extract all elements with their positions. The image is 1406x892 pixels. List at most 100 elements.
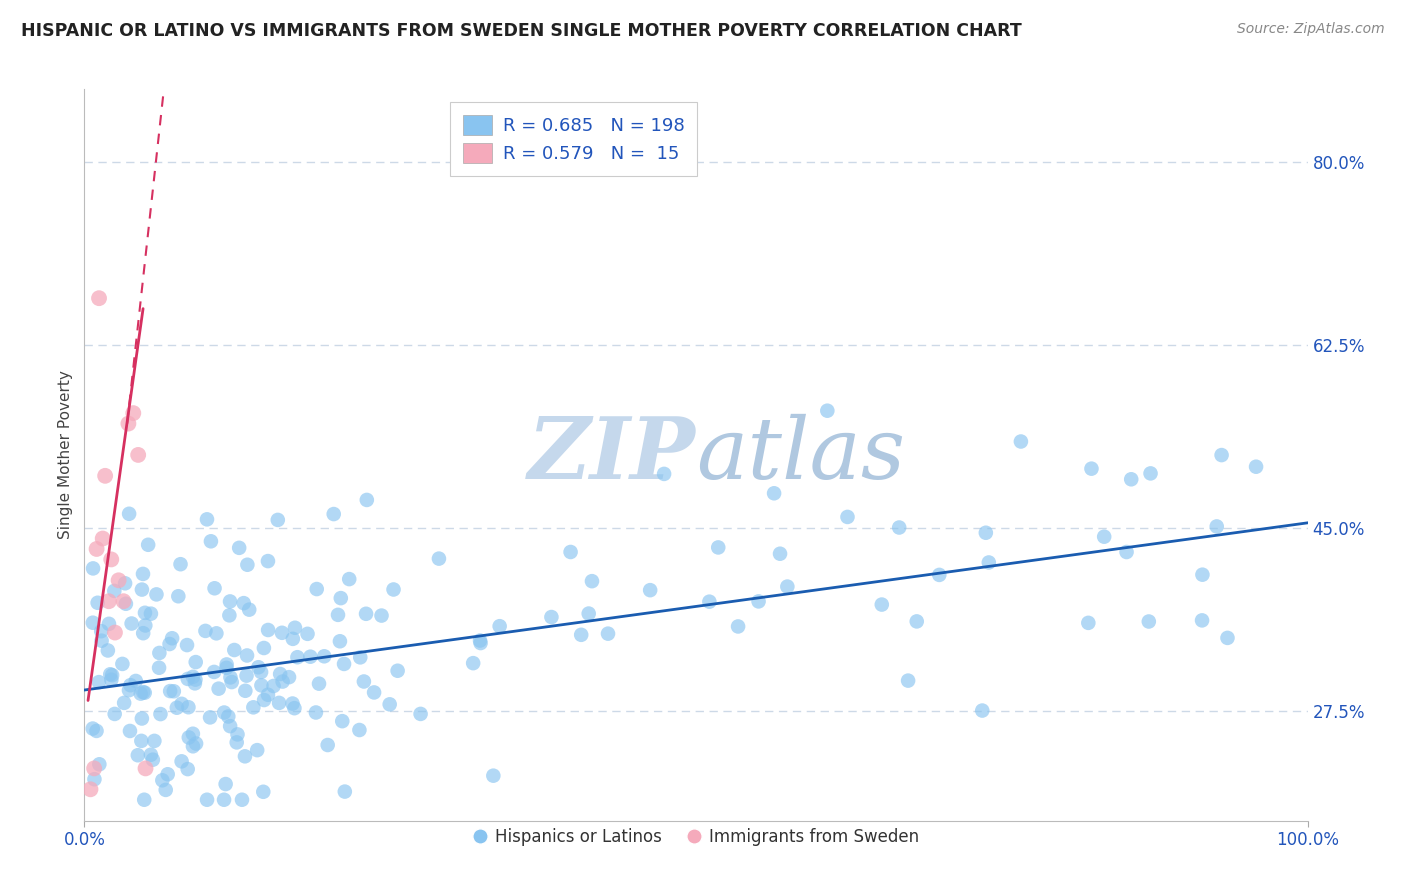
Legend: Hispanics or Latinos, Immigrants from Sweden: Hispanics or Latinos, Immigrants from Sw… [467, 822, 925, 853]
Point [482, 769, 505, 783]
Point [163, 684, 186, 698]
Point [112, 696, 135, 710]
Point [156, 767, 179, 781]
Point [176, 762, 198, 776]
Point [837, 510, 859, 524]
Point [148, 661, 170, 675]
Point [115, 597, 138, 611]
Point [488, 619, 510, 633]
Point [581, 574, 603, 589]
Point [1092, 530, 1115, 544]
Point [1080, 461, 1102, 475]
Point [699, 595, 721, 609]
Point [540, 610, 562, 624]
Point [89, 757, 111, 772]
Point [97, 616, 120, 631]
Point [90, 624, 112, 639]
Point [231, 793, 253, 807]
Point [1191, 567, 1213, 582]
Point [101, 668, 124, 682]
Point [284, 621, 307, 635]
Point [143, 734, 166, 748]
Point [104, 706, 127, 721]
Point [148, 646, 170, 660]
Point [100, 552, 122, 566]
Point [257, 554, 280, 568]
Point [219, 670, 242, 684]
Point [349, 650, 371, 665]
Point [333, 784, 356, 798]
Point [305, 582, 328, 596]
Point [212, 793, 235, 807]
Point [217, 709, 239, 723]
Point [149, 707, 172, 722]
Point [596, 626, 619, 640]
Point [297, 627, 319, 641]
Point [707, 541, 730, 555]
Point [242, 700, 264, 714]
Point [94, 468, 117, 483]
Point [212, 706, 235, 720]
Text: Source: ZipAtlas.com: Source: ZipAtlas.com [1237, 22, 1385, 37]
Point [214, 777, 236, 791]
Point [117, 417, 139, 431]
Point [167, 589, 190, 603]
Point [169, 558, 191, 572]
Point [221, 675, 243, 690]
Point [166, 700, 188, 714]
Point [267, 513, 290, 527]
Point [322, 507, 344, 521]
Point [238, 602, 260, 616]
Point [177, 731, 200, 745]
Point [578, 607, 600, 621]
Point [329, 591, 352, 606]
Point [263, 679, 285, 693]
Point [1211, 448, 1233, 462]
Point [150, 773, 173, 788]
Point [219, 594, 242, 608]
Point [427, 551, 450, 566]
Point [232, 596, 254, 610]
Point [378, 698, 401, 712]
Point [815, 403, 838, 417]
Point [560, 545, 582, 559]
Point [83, 772, 105, 787]
Point [1115, 545, 1137, 559]
Point [236, 558, 259, 572]
Point [727, 619, 749, 633]
Point [252, 785, 274, 799]
Point [118, 507, 141, 521]
Point [139, 607, 162, 621]
Point [120, 678, 142, 692]
Point [129, 687, 152, 701]
Point [225, 735, 247, 749]
Point [257, 688, 280, 702]
Point [257, 623, 280, 637]
Point [278, 670, 301, 684]
Point [170, 697, 193, 711]
Point [356, 492, 378, 507]
Point [134, 686, 156, 700]
Point [972, 704, 994, 718]
Point [118, 683, 141, 698]
Point [195, 512, 218, 526]
Point [314, 649, 336, 664]
Point [409, 706, 432, 721]
Point [247, 660, 270, 674]
Point [134, 606, 156, 620]
Point [246, 743, 269, 757]
Point [1216, 631, 1239, 645]
Point [204, 581, 226, 595]
Point [235, 668, 257, 682]
Point [132, 685, 155, 699]
Point [131, 711, 153, 725]
Point [181, 670, 204, 684]
Point [194, 624, 217, 638]
Point [1191, 613, 1213, 627]
Point [1205, 519, 1227, 533]
Point [233, 749, 256, 764]
Point [226, 727, 249, 741]
Text: HISPANIC OR LATINO VS IMMIGRANTS FROM SWEDEN SINGLE MOTHER POVERTY CORRELATION C: HISPANIC OR LATINO VS IMMIGRANTS FROM SW… [21, 22, 1022, 40]
Point [125, 673, 148, 688]
Point [353, 674, 375, 689]
